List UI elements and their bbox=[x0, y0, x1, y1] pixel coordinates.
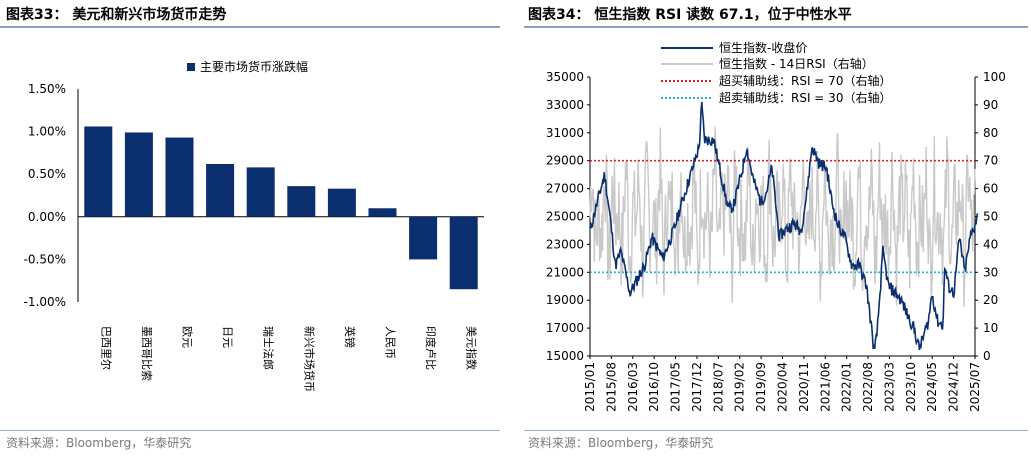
legend-rsi-label: 恒生指数 - 14日RSI（右轴） bbox=[719, 56, 874, 71]
y-right-tick-label: 10 bbox=[983, 321, 998, 335]
x-tick-label: 2017/05 bbox=[669, 362, 683, 412]
left-chart-title: 图表33： 美元和新兴市场货币走势 bbox=[6, 7, 227, 23]
bar bbox=[287, 186, 316, 217]
y-right-tick-label: 30 bbox=[983, 265, 998, 279]
y-left-tick-label: 15000 bbox=[546, 349, 584, 363]
x-tick-label: 2023/10 bbox=[904, 362, 918, 412]
right-source-text: 资料来源：Bloomberg，华泰研究 bbox=[528, 436, 714, 450]
line-chart: 15000 17000 19000 21000 23000 25000 27000 29000… bbox=[546, 40, 1006, 412]
category-label: 日元 bbox=[221, 326, 234, 348]
y-left-tick-label: 27000 bbox=[546, 182, 584, 196]
y-tick-label: -0.50% bbox=[24, 252, 66, 266]
category-label: 印度卢比 bbox=[424, 326, 438, 370]
x-tick-label: 2015/08 bbox=[604, 362, 618, 412]
category-label: 美元指数 bbox=[465, 326, 479, 370]
bar bbox=[206, 163, 235, 217]
category-label: 英镑 bbox=[343, 326, 357, 348]
x-tick-label: 2023/03 bbox=[882, 362, 896, 412]
x-tick-label: 2019/02 bbox=[733, 362, 747, 412]
y-tick-label: 0.50% bbox=[28, 167, 66, 181]
y-right-tick-label: 50 bbox=[983, 210, 998, 224]
x-tick-label: 2017/12 bbox=[690, 362, 704, 412]
bar bbox=[246, 167, 275, 217]
bar bbox=[368, 208, 397, 217]
bar bbox=[84, 126, 113, 217]
x-tick-label: 2016/10 bbox=[647, 362, 661, 412]
left-title-rule bbox=[0, 26, 500, 28]
y-tick-label: 1.00% bbox=[28, 125, 66, 139]
category-label: 墨西哥比索 bbox=[140, 326, 154, 381]
x-tick-label: 2024/12 bbox=[947, 362, 961, 412]
bar bbox=[409, 216, 438, 260]
y-tick-label: 0.00% bbox=[28, 210, 66, 224]
x-tick-label: 2022/01 bbox=[840, 362, 854, 412]
y-right-tick-label: 40 bbox=[983, 237, 998, 251]
category-label: 人民币 bbox=[384, 326, 397, 359]
right-source-rule bbox=[524, 430, 1028, 431]
right-title-rule bbox=[524, 26, 1028, 28]
legend-hsi-label: 恒生指数-收盘价 bbox=[719, 40, 807, 55]
y-right-tick-label: 80 bbox=[983, 126, 998, 140]
y-right-tick-label: 100 bbox=[983, 70, 1006, 84]
y-left-tick-label: 29000 bbox=[546, 154, 584, 168]
legend-overbought-label: 超买辅助线：RSI = 70（右轴） bbox=[719, 73, 891, 88]
y-left-tick-label: 21000 bbox=[546, 265, 584, 279]
legend-label: 主要市场货币涨跌幅 bbox=[200, 59, 308, 74]
legend-swatch bbox=[187, 63, 195, 71]
y-left-tick-label: 19000 bbox=[546, 293, 584, 307]
y-left-tick-label: 35000 bbox=[546, 70, 584, 84]
legend-oversold-label: 超卖辅助线：RSI = 30（右轴） bbox=[719, 90, 891, 105]
y-right-tick-label: 70 bbox=[983, 154, 998, 168]
rsi-series-line bbox=[589, 126, 976, 308]
x-tick-label: 2022/08 bbox=[861, 362, 875, 412]
y-left-tick-label: 25000 bbox=[546, 210, 584, 224]
y-right-tick-label: 0 bbox=[983, 349, 991, 363]
bar-chart: -1.00% -0.50% 0.00% 0.50% 1.00% 1.50% 主要市场货币涨跌… bbox=[24, 59, 484, 392]
x-tick-label: 2025/07 bbox=[968, 362, 982, 412]
hsi-close-line bbox=[589, 102, 979, 351]
bar bbox=[124, 132, 153, 217]
x-tick-label: 2021/06 bbox=[818, 362, 832, 412]
bar bbox=[327, 188, 356, 217]
category-label: 新兴市场货币 bbox=[302, 326, 316, 392]
left-source-text: 资料来源：Bloomberg，华泰研究 bbox=[6, 436, 192, 450]
y-left-tick-label: 17000 bbox=[546, 321, 584, 335]
x-tick-label: 2019/09 bbox=[754, 362, 768, 412]
x-tick-label: 2015/01 bbox=[583, 362, 597, 412]
y-right-tick-label: 90 bbox=[983, 98, 998, 112]
right-chart-title: 图表34： 恒生指数 RSI 读数 67.1，位于中性水平 bbox=[528, 7, 852, 23]
y-left-tick-label: 33000 bbox=[546, 98, 584, 112]
x-tick-label: 2018/07 bbox=[711, 362, 725, 412]
x-tick-label: 2016/03 bbox=[626, 362, 640, 412]
y-right-tick-label: 20 bbox=[983, 293, 998, 307]
left-source-rule bbox=[0, 430, 500, 431]
bar bbox=[449, 216, 478, 290]
category-label: 巴西里尔 bbox=[99, 326, 112, 370]
y-left-tick-label: 31000 bbox=[546, 126, 584, 140]
y-left-tick-label: 23000 bbox=[546, 237, 584, 251]
x-tick-label: 2020/04 bbox=[776, 362, 790, 412]
category-label: 欧元 bbox=[181, 326, 194, 348]
bar bbox=[165, 137, 194, 217]
x-tick-label: 2020/11 bbox=[797, 362, 811, 412]
y-right-tick-label: 60 bbox=[983, 182, 998, 196]
category-label: 瑞士法郎 bbox=[262, 326, 276, 370]
y-tick-label: -1.00% bbox=[24, 295, 66, 309]
y-tick-label: 1.50% bbox=[28, 82, 66, 96]
x-tick-label: 2024/05 bbox=[925, 362, 939, 412]
